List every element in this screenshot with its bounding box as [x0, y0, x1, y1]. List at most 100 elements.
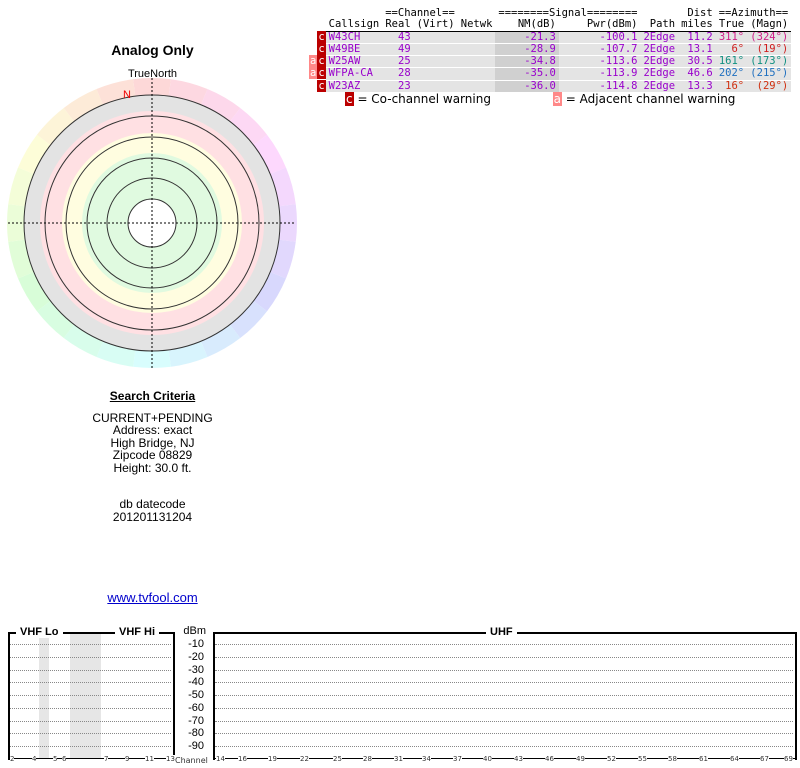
uhf-channel-tick: 37: [453, 755, 462, 764]
cell-netwk: [457, 43, 496, 57]
adjacent-channel-warning-icon: a: [309, 67, 318, 80]
grid-line: [215, 644, 793, 645]
grid-line: [10, 644, 171, 645]
cell-virt: [413, 43, 458, 57]
cell-path: 2Edge: [640, 80, 679, 94]
cell-magn: (19°): [747, 43, 792, 57]
grid-line: [215, 695, 793, 696]
vhf-lo-label: VHF Lo: [16, 626, 63, 638]
grid-line: [10, 695, 171, 696]
cell-netwk: [457, 31, 496, 44]
cell-path: 2Edge: [640, 31, 679, 44]
table-row: a c W25AW 25 -34.8 -113.6 2Edge 30.5 161° (173°): [309, 55, 792, 69]
cell-path: 2Edge: [640, 68, 679, 81]
dbm-unit: dBm: [183, 625, 206, 637]
cell-real: 49: [382, 43, 414, 57]
uhf-channel-tick: 28: [363, 755, 372, 764]
column-header: (Magn): [747, 19, 792, 32]
grid-line: [215, 746, 793, 747]
cell-pwr: -100.1: [558, 31, 641, 44]
uhf-channel-tick: 52: [607, 755, 616, 764]
column-header: (Virt): [413, 19, 458, 32]
co-channel-warning-icon: c: [317, 30, 326, 43]
cell-virt: [413, 31, 458, 44]
uhf-channel-tick: 16: [238, 755, 247, 764]
station-table: ==Channel== ========Signal======== Dist ==A…: [309, 7, 792, 94]
table-row: c W43CH 43 -21.3 -100.1 2Edge 11.2 311° (324°): [309, 30, 792, 44]
co-channel-warning-icon: c: [317, 79, 326, 92]
cell-real: 28: [382, 68, 414, 81]
cell-callsign: W49BE: [325, 43, 383, 57]
dbm-tick: -80: [188, 727, 204, 740]
channel-label: Channel: [175, 756, 208, 765]
cell-netwk: [457, 55, 496, 69]
dbm-tick: -20: [188, 650, 204, 663]
tvfool-link[interactable]: www.tvfool.com: [107, 590, 198, 605]
adjacent-channel-icon: a: [552, 92, 562, 106]
cell-virt: [413, 55, 458, 69]
column-header: Netwk: [457, 19, 496, 32]
cell-true: 202°: [715, 68, 748, 81]
dbm-tick: -10: [188, 638, 204, 650]
uhf-channel-tick: 14: [216, 755, 225, 764]
adjacent-channel-warning-icon: a: [309, 55, 318, 68]
vhf-channel-tick: 11: [145, 755, 154, 764]
gray-band-ch6-7: [70, 634, 101, 758]
grid-line: [10, 720, 171, 722]
cell-true: 161°: [715, 55, 748, 69]
cell-callsign: W25AW: [325, 55, 383, 69]
column-header: Real: [382, 19, 414, 32]
cell-dist: 11.2: [678, 31, 716, 44]
grid-line: [10, 746, 171, 747]
column-header: NM(dB): [495, 19, 559, 32]
cell-dist: 30.5: [678, 55, 716, 69]
cell-dist: 46.6: [678, 68, 716, 81]
cell-path: 2Edge: [640, 55, 679, 69]
grid-line: [215, 656, 793, 658]
column-header: True: [715, 19, 748, 32]
vhf-channel-tick: 13: [166, 755, 175, 764]
cell-nm: -21.3: [495, 31, 559, 44]
grid-line: [215, 733, 793, 735]
cell-true: 6°: [715, 43, 748, 57]
uhf-channel-tick: 22: [300, 755, 309, 764]
grid-line: [215, 669, 793, 671]
cell-true: 311°: [715, 31, 748, 44]
uhf-channel-tick: 34: [422, 755, 431, 764]
vhf-channel-tick: 6: [62, 755, 67, 764]
column-header: miles: [678, 19, 716, 32]
grid-line: [10, 707, 171, 709]
cell-nm: -28.9: [495, 43, 559, 57]
uhf-channel-tick: 25: [333, 755, 342, 764]
cell-netwk: [457, 80, 496, 94]
cell-magn: (215°): [747, 68, 792, 81]
cell-nm: -34.8: [495, 55, 559, 69]
co-channel-warning-icon: c: [317, 42, 326, 55]
cell-true: 16°: [715, 80, 748, 94]
cell-dist: 13.1: [678, 43, 716, 57]
co-channel-warning-icon: c: [317, 67, 326, 80]
grid-line: [10, 656, 171, 658]
table-row: c W23AZ 23 -36.0 -114.8 2Edge 13.3 16° (29°): [309, 79, 792, 94]
grid-line: [215, 720, 793, 722]
uhf-channel-tick: 58: [668, 755, 677, 764]
cell-virt: [413, 80, 458, 94]
cell-magn: (173°): [747, 55, 792, 69]
uhf-channel-tick: 49: [576, 755, 585, 764]
co-channel-icon: c: [345, 92, 354, 106]
vhf-channel-tick: 9: [125, 755, 130, 764]
uhf-channel-tick: 55: [638, 755, 647, 764]
cell-nm: -36.0: [495, 80, 559, 94]
grid-line: [215, 682, 793, 684]
uhf-channel-tick: 31: [394, 755, 403, 764]
uhf-channel-tick: 46: [545, 755, 554, 764]
vhf-channel-tick: 4: [32, 755, 37, 764]
uhf-channel-tick: 43: [514, 755, 523, 764]
cell-callsign: WFPA-CA: [325, 68, 383, 81]
cell-virt: [413, 67, 458, 81]
cell-real: 23: [382, 80, 414, 94]
uhf-channel-tick: 61: [699, 755, 708, 764]
uhf-channel-tick: 64: [730, 755, 739, 764]
grid-line: [10, 733, 171, 735]
warning-legend: c = Co-channel warning a = Adjacent chan…: [345, 92, 736, 106]
